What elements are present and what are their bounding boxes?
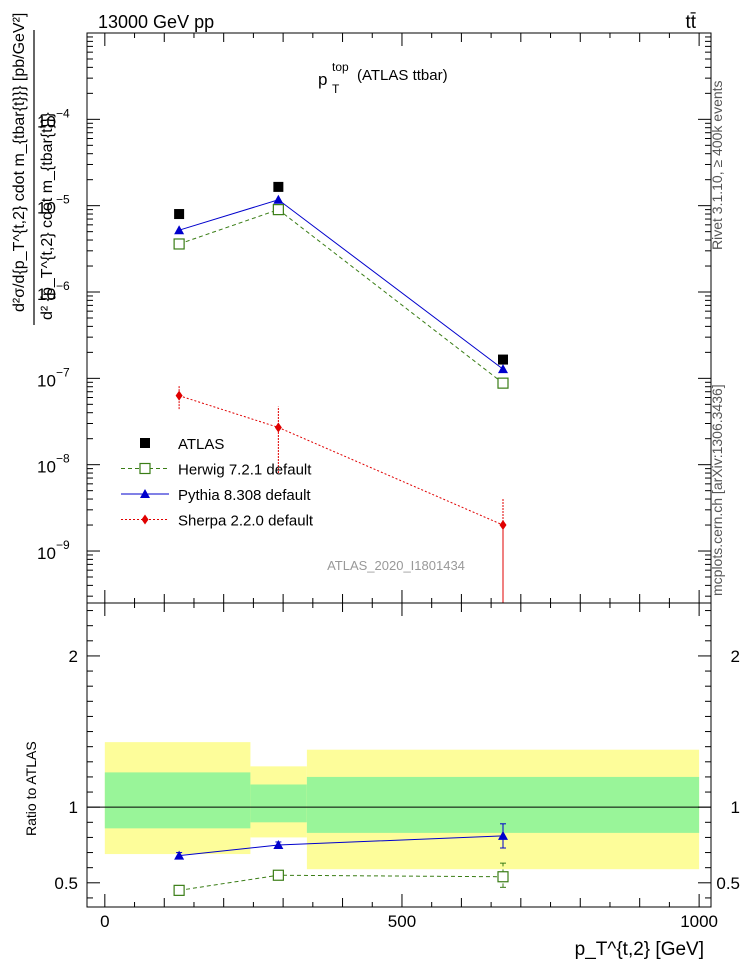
ratio-frame <box>86 602 712 908</box>
pythia-ratio-point <box>174 850 185 860</box>
y-tick-base: 10 <box>37 371 56 390</box>
mcplots-label: mcplots.cern.ch [arXiv:1306.3436] <box>709 384 725 596</box>
analysis-id: ATLAS_2020_I1801434 <box>327 558 465 573</box>
ratio-bands <box>104 742 700 870</box>
y-tick-label: 10 −7 <box>37 365 70 390</box>
x-axis-label: p_T^{t,2} [GeV] <box>575 939 704 960</box>
legend-item-data: ATLAS <box>140 436 224 453</box>
series-sherpa <box>175 385 507 603</box>
band-inner-0 <box>104 772 251 829</box>
herwig-ratio-point <box>497 871 509 883</box>
title-main: p <box>318 70 327 89</box>
pythia-point <box>498 364 508 374</box>
ratio-tick-label-right: 0.5 <box>716 874 740 893</box>
y-tick-label: 10 −8 <box>37 452 70 477</box>
data-point <box>174 209 185 220</box>
ratio-tick-label-right: 2 <box>731 647 740 666</box>
pythia-ratio-point <box>273 839 284 849</box>
ratio-series-pythia <box>174 823 508 860</box>
herwig-point <box>272 204 284 216</box>
rivet-label: Rivet 3.1.10, ≥ 400k events <box>709 80 725 250</box>
y-tick-exp: −4 <box>56 106 70 120</box>
y-tick-exp: −5 <box>56 193 70 207</box>
y-tick-base: 10 <box>37 199 56 218</box>
herwig-line <box>178 209 504 384</box>
legend-marker <box>139 462 151 475</box>
y-tick-base: 10 <box>37 544 56 563</box>
pythia-ratio-point <box>498 830 508 840</box>
herwig-point <box>497 377 509 389</box>
legend-label: ATLAS <box>178 436 224 453</box>
y-tick-exp: −8 <box>56 452 70 466</box>
legend-marker <box>141 514 149 525</box>
title-sup: top <box>332 60 349 74</box>
ratio-tick-label-right: 1 <box>731 798 740 817</box>
title-rest: (ATLAS ttbar) <box>357 67 448 84</box>
y-tick-base: 10 <box>37 112 56 131</box>
sherpa-point <box>274 422 282 433</box>
y-tick-base: 10 <box>37 458 56 477</box>
data-point <box>498 354 508 365</box>
data-point <box>273 181 284 192</box>
ratio-tick-label-left: 1 <box>69 798 78 817</box>
herwig-ratio-point <box>272 869 284 881</box>
pythia-line <box>178 199 504 370</box>
band-inner-1 <box>250 784 307 823</box>
x-tick-label: 500 <box>388 912 416 931</box>
series-pythia <box>174 194 508 374</box>
legend-label: Pythia 8.308 default <box>178 487 311 504</box>
herwig-ratio-line <box>179 874 504 891</box>
y-tick-exp: −6 <box>56 279 70 293</box>
ratio-axis-label: Ratio to ATLAS <box>23 741 39 836</box>
beam-label: 13000 GeV pp <box>98 12 214 32</box>
y-tick-label: 10 −5 <box>37 193 70 218</box>
legend-marker <box>140 438 150 448</box>
legend: ATLAS Herwig 7.2.1 default Pythia 8.308 de… <box>121 436 314 530</box>
legend-marker <box>140 489 150 498</box>
sherpa-line <box>178 395 504 526</box>
herwig-point <box>173 238 185 250</box>
sherpa-point <box>499 520 507 531</box>
ratio-tick-label-left: 2 <box>69 647 78 666</box>
y-tick-exp: −9 <box>56 538 70 552</box>
ratio-series-herwig <box>173 862 509 896</box>
y-tick-label: 10 −9 <box>37 538 70 563</box>
y-axis-numerator: d²σ/d{p_T^{t,2} cdot m_{tbar{t}}} [pb/Ge… <box>11 13 28 312</box>
ratio-panel <box>87 806 711 896</box>
legend-label: Sherpa 2.2.0 default <box>178 513 314 530</box>
ratio-tick-label-left: 0.5 <box>54 874 78 893</box>
title-sub: T <box>332 82 340 96</box>
pythia-point <box>273 194 284 204</box>
x-tick-label: 0 <box>100 912 109 931</box>
series-data <box>174 181 508 365</box>
x-tick-label: 1000 <box>680 912 718 931</box>
legend-label: Herwig 7.2.1 default <box>178 462 312 479</box>
legend-item-herwig: Herwig 7.2.1 default <box>121 462 312 479</box>
herwig-ratio-point <box>173 884 185 896</box>
y-tick-base: 10 <box>37 285 56 304</box>
y-axis-label: d²σ/d{p_T^{t,2} cdot m_{tbar{t}}} [pb/Ge… <box>11 13 56 325</box>
legend-item-sherpa: Sherpa 2.2.0 default <box>121 513 314 530</box>
y-tick-exp: −7 <box>56 365 70 379</box>
plot-title: p top T (ATLAS ttbar) <box>318 60 448 96</box>
legend-item-pythia: Pythia 8.308 default <box>121 487 311 504</box>
main-panel <box>173 181 509 603</box>
series-herwig <box>173 204 509 389</box>
y-tick-label: 10 −4 <box>37 106 70 131</box>
pythia-point <box>174 225 185 235</box>
sherpa-point <box>175 390 183 401</box>
process-label: tt̄ <box>685 12 696 33</box>
y-tick-label: 10 −6 <box>37 279 70 304</box>
y-axis-denominator: d² {p_T^{t,2} cdot m_{tbar{t}}} <box>39 112 56 320</box>
